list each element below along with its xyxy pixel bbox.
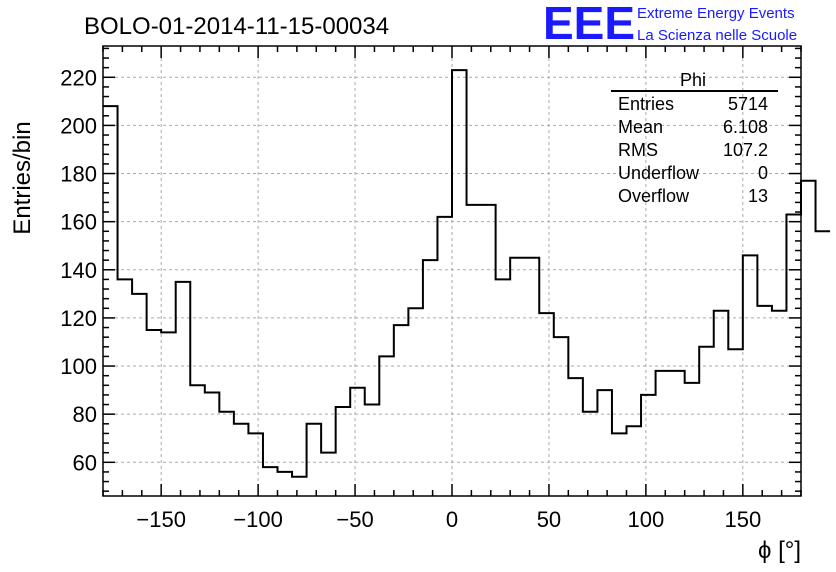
y-tick-label: 80 xyxy=(73,402,97,427)
logo-line-2: La Scienza nelle Scuole xyxy=(637,27,797,44)
eee-logo: EEE Extreme Energy Events La Scienza nel… xyxy=(543,0,797,49)
stats-box: Phi Entries 5714 Mean 6.108 RMS 107.2 Underflo… xyxy=(611,70,778,206)
stats-row-value: 6.108 xyxy=(723,117,768,137)
stats-box-title: Phi xyxy=(680,70,706,90)
logo-text: EEE xyxy=(543,0,635,49)
x-tick-label: 0 xyxy=(446,507,458,532)
stats-row-label: Entries xyxy=(618,94,674,114)
y-tick-label: 100 xyxy=(60,354,97,379)
y-tick-label: 200 xyxy=(60,113,97,138)
stats-row-value: 107.2 xyxy=(723,140,768,160)
y-tick-label: 220 xyxy=(60,65,97,90)
y-tick-label: 180 xyxy=(60,162,97,187)
stats-row-label: Mean xyxy=(618,117,663,137)
y-tick-label: 140 xyxy=(60,258,97,283)
x-axis-label: ϕ [°] xyxy=(758,537,801,564)
x-tick-label: 50 xyxy=(537,507,561,532)
x-axis-ticks: −150 −100 −50 0 50 100 150 xyxy=(102,46,802,532)
x-tick-label: −150 xyxy=(136,507,186,532)
x-tick-label: −50 xyxy=(336,507,373,532)
stats-row-value: 5714 xyxy=(728,94,768,114)
x-tick-label: 150 xyxy=(724,507,761,532)
histogram-line xyxy=(103,69,831,478)
logo-line-1: Extreme Energy Events xyxy=(637,5,795,22)
y-tick-label: 120 xyxy=(60,306,97,331)
stats-row-value: 0 xyxy=(758,163,768,183)
y-axis-ticks: 60 80 100 120 140 160 180 200 220 xyxy=(60,47,801,492)
x-tick-label: 100 xyxy=(628,507,665,532)
x-tick-label: −100 xyxy=(233,507,283,532)
y-axis-label: Entries/bin xyxy=(9,121,36,234)
chart-title: BOLO-01-2014-11-15-00034 xyxy=(84,13,389,40)
y-tick-label: 60 xyxy=(73,450,97,475)
y-tick-label: 160 xyxy=(60,210,97,235)
stats-row-label: Underflow xyxy=(618,163,700,183)
stats-row-value: 13 xyxy=(748,186,768,206)
stats-row-label: Overflow xyxy=(618,186,690,206)
stats-row-label: RMS xyxy=(618,140,658,160)
